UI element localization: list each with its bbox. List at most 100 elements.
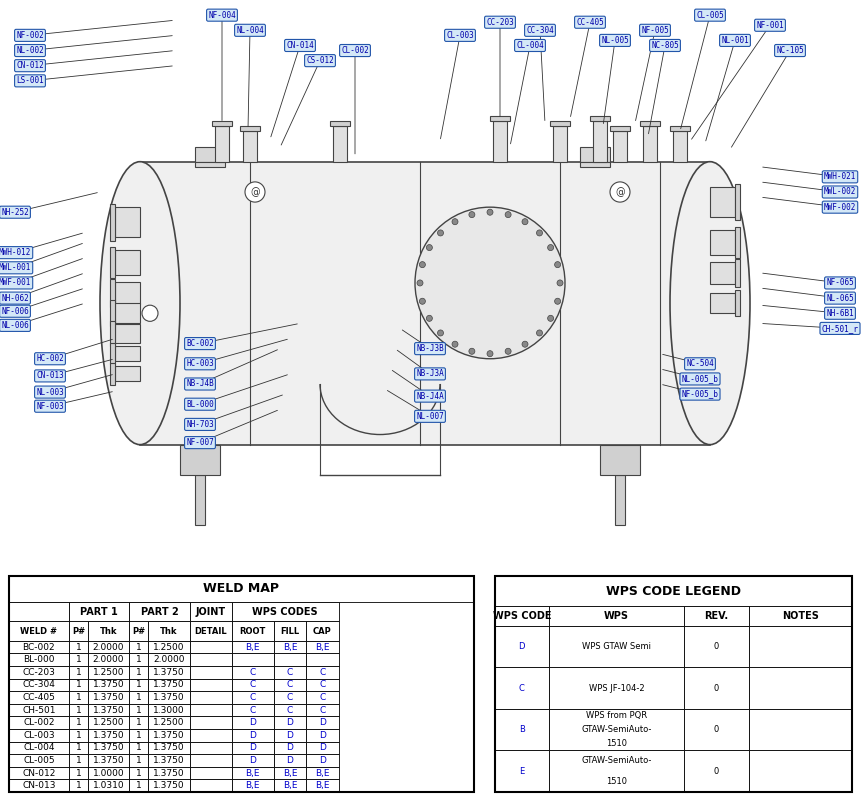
Bar: [307, 622, 338, 641]
Bar: [129, 622, 148, 641]
Bar: [735, 184, 740, 220]
Text: CH-501: CH-501: [22, 706, 56, 714]
Text: WPS GTAW Semi: WPS GTAW Semi: [582, 642, 651, 651]
Bar: [148, 729, 190, 742]
Text: 1: 1: [76, 642, 81, 651]
Bar: [148, 678, 190, 691]
Text: 1.3750: 1.3750: [153, 756, 185, 765]
Bar: [148, 704, 190, 717]
Text: NL-001: NL-001: [722, 36, 749, 45]
Bar: [495, 626, 548, 667]
Text: B,E: B,E: [245, 769, 260, 778]
Text: BL-000: BL-000: [186, 400, 214, 409]
Bar: [110, 204, 115, 241]
Bar: [232, 717, 274, 729]
Circle shape: [487, 350, 493, 357]
Text: @: @: [251, 187, 260, 197]
Bar: [495, 576, 852, 606]
Text: C: C: [519, 683, 525, 693]
Bar: [148, 754, 190, 766]
Bar: [232, 666, 274, 678]
Bar: [69, 717, 88, 729]
Text: 1: 1: [136, 706, 142, 714]
Bar: [88, 641, 129, 654]
Bar: [88, 704, 129, 717]
Bar: [148, 779, 190, 792]
Text: CL-002: CL-002: [341, 46, 369, 55]
Bar: [140, 162, 710, 445]
Text: 1: 1: [76, 731, 81, 740]
Text: 0: 0: [714, 725, 719, 734]
Text: D: D: [250, 756, 256, 765]
Text: CN-014: CN-014: [286, 41, 314, 50]
Text: CL-004: CL-004: [516, 41, 544, 50]
Text: WPS CODE LEGEND: WPS CODE LEGEND: [606, 585, 741, 598]
Bar: [749, 709, 852, 750]
Bar: [9, 691, 69, 704]
Text: 2.0000: 2.0000: [93, 655, 124, 664]
Bar: [232, 641, 274, 654]
Text: 1: 1: [136, 718, 142, 727]
Bar: [115, 303, 140, 323]
Text: 1.0310: 1.0310: [93, 781, 124, 790]
Text: 1.3750: 1.3750: [93, 731, 124, 740]
Text: D: D: [518, 642, 525, 651]
Bar: [190, 754, 232, 766]
Bar: [749, 626, 852, 667]
Bar: [580, 162, 610, 166]
Bar: [9, 602, 69, 622]
Ellipse shape: [100, 162, 180, 445]
Bar: [307, 729, 338, 742]
Bar: [610, 126, 630, 131]
Text: D: D: [319, 731, 325, 740]
Text: NF-003: NF-003: [36, 402, 64, 410]
Text: NF-004: NF-004: [208, 10, 236, 20]
Text: D: D: [250, 731, 256, 740]
Text: CN-013: CN-013: [36, 371, 64, 381]
Text: WPS: WPS: [604, 611, 629, 621]
Bar: [129, 766, 148, 779]
Circle shape: [426, 315, 432, 322]
Text: NL-005: NL-005: [601, 36, 629, 45]
Text: NF-002: NF-002: [16, 31, 44, 40]
Bar: [190, 654, 232, 666]
Text: NC-105: NC-105: [776, 46, 804, 55]
Text: CL-003: CL-003: [23, 731, 54, 740]
Bar: [190, 742, 232, 754]
Bar: [115, 250, 140, 275]
Text: WPS CODE: WPS CODE: [492, 611, 551, 621]
Bar: [129, 754, 148, 766]
Text: 1: 1: [76, 743, 81, 752]
Text: NL-006: NL-006: [1, 321, 29, 330]
Text: 2.0000: 2.0000: [153, 655, 185, 664]
Circle shape: [437, 330, 443, 336]
Text: B,E: B,E: [282, 781, 297, 790]
Text: 1: 1: [76, 756, 81, 765]
Text: C: C: [250, 680, 256, 690]
Text: 1: 1: [136, 642, 142, 651]
Text: NL-002: NL-002: [16, 46, 44, 55]
Text: Thk: Thk: [100, 626, 117, 635]
Text: CL-003: CL-003: [446, 31, 474, 40]
Text: 1.3750: 1.3750: [93, 756, 124, 765]
Bar: [640, 122, 660, 126]
Bar: [195, 475, 205, 526]
Bar: [115, 324, 140, 342]
Text: D: D: [250, 743, 256, 752]
Circle shape: [452, 218, 458, 225]
Text: CC-304: CC-304: [22, 680, 55, 690]
Text: 1.3750: 1.3750: [93, 706, 124, 714]
Bar: [110, 279, 115, 307]
Text: CC-405: CC-405: [576, 18, 604, 26]
Text: MWF-001: MWF-001: [0, 278, 31, 287]
Text: D: D: [287, 718, 294, 727]
Bar: [148, 742, 190, 754]
Text: P#: P#: [71, 626, 85, 635]
Text: CC-304: CC-304: [526, 26, 554, 35]
Bar: [274, 717, 307, 729]
Bar: [307, 717, 338, 729]
Text: WPS from PQR: WPS from PQR: [586, 711, 647, 720]
Circle shape: [557, 280, 563, 286]
Bar: [148, 641, 190, 654]
Bar: [240, 126, 260, 131]
